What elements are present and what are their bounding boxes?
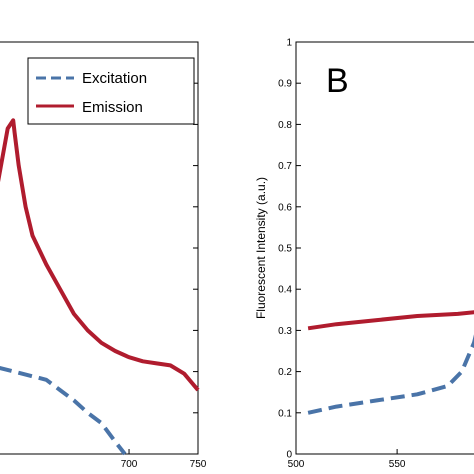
y-tick-label-b-10: 1 <box>286 38 292 49</box>
x-tick-label-a-0: 700 <box>121 459 138 470</box>
y-tick-label-b-1: 0.1 <box>278 408 292 419</box>
y-tick-label-b-4: 0.4 <box>278 285 292 296</box>
panel-b-ylabel: Fluorescent Intensity (a.u.) <box>254 177 268 319</box>
series-a-excitation <box>0 365 127 456</box>
panel-b: 0 0.1 0.2 0.3 0.4 0.5 0.6 0.7 0.8 0.9 1 500 550 B Fl… <box>254 38 474 471</box>
legend-emission-label: Emission <box>82 99 143 116</box>
y-tick-label-b-6: 0.6 <box>278 202 292 213</box>
y-tick-label-b-0: 0 <box>286 450 292 461</box>
panel-a-series <box>0 118 200 456</box>
x-tick-label-b-1: 550 <box>389 459 406 470</box>
x-tick-label-b-0: 500 <box>288 459 305 470</box>
panel-a: 700 750 Excitation Emission <box>0 41 207 470</box>
legend-box <box>27 57 195 125</box>
y-tick-label-b-8: 0.8 <box>278 120 292 131</box>
series-a-emission <box>0 118 200 392</box>
y-tick-label-b-2: 0.2 <box>278 367 292 378</box>
panel-b-series <box>307 310 474 415</box>
series-b-emission <box>307 310 474 331</box>
y-tick-label-b-3: 0.3 <box>278 326 292 337</box>
y-tick-label-b-5: 0.5 <box>278 244 292 255</box>
panel-b-frame <box>295 41 474 455</box>
panel-a-ticks: 700 750 <box>121 82 207 470</box>
series-b-excitation <box>307 334 474 415</box>
panel-b-ticks: 0 0.1 0.2 0.3 0.4 0.5 0.6 0.7 0.8 0.9 1 500 550 <box>278 38 406 471</box>
y-tick-label-b-7: 0.7 <box>278 161 292 172</box>
legend-excitation-label: Excitation <box>82 70 147 87</box>
legend: Excitation Emission <box>27 57 195 125</box>
panel-b-letter: B <box>326 62 349 100</box>
y-tick-label-b-9: 0.9 <box>278 79 292 90</box>
x-tick-label-a-1: 750 <box>190 459 207 470</box>
